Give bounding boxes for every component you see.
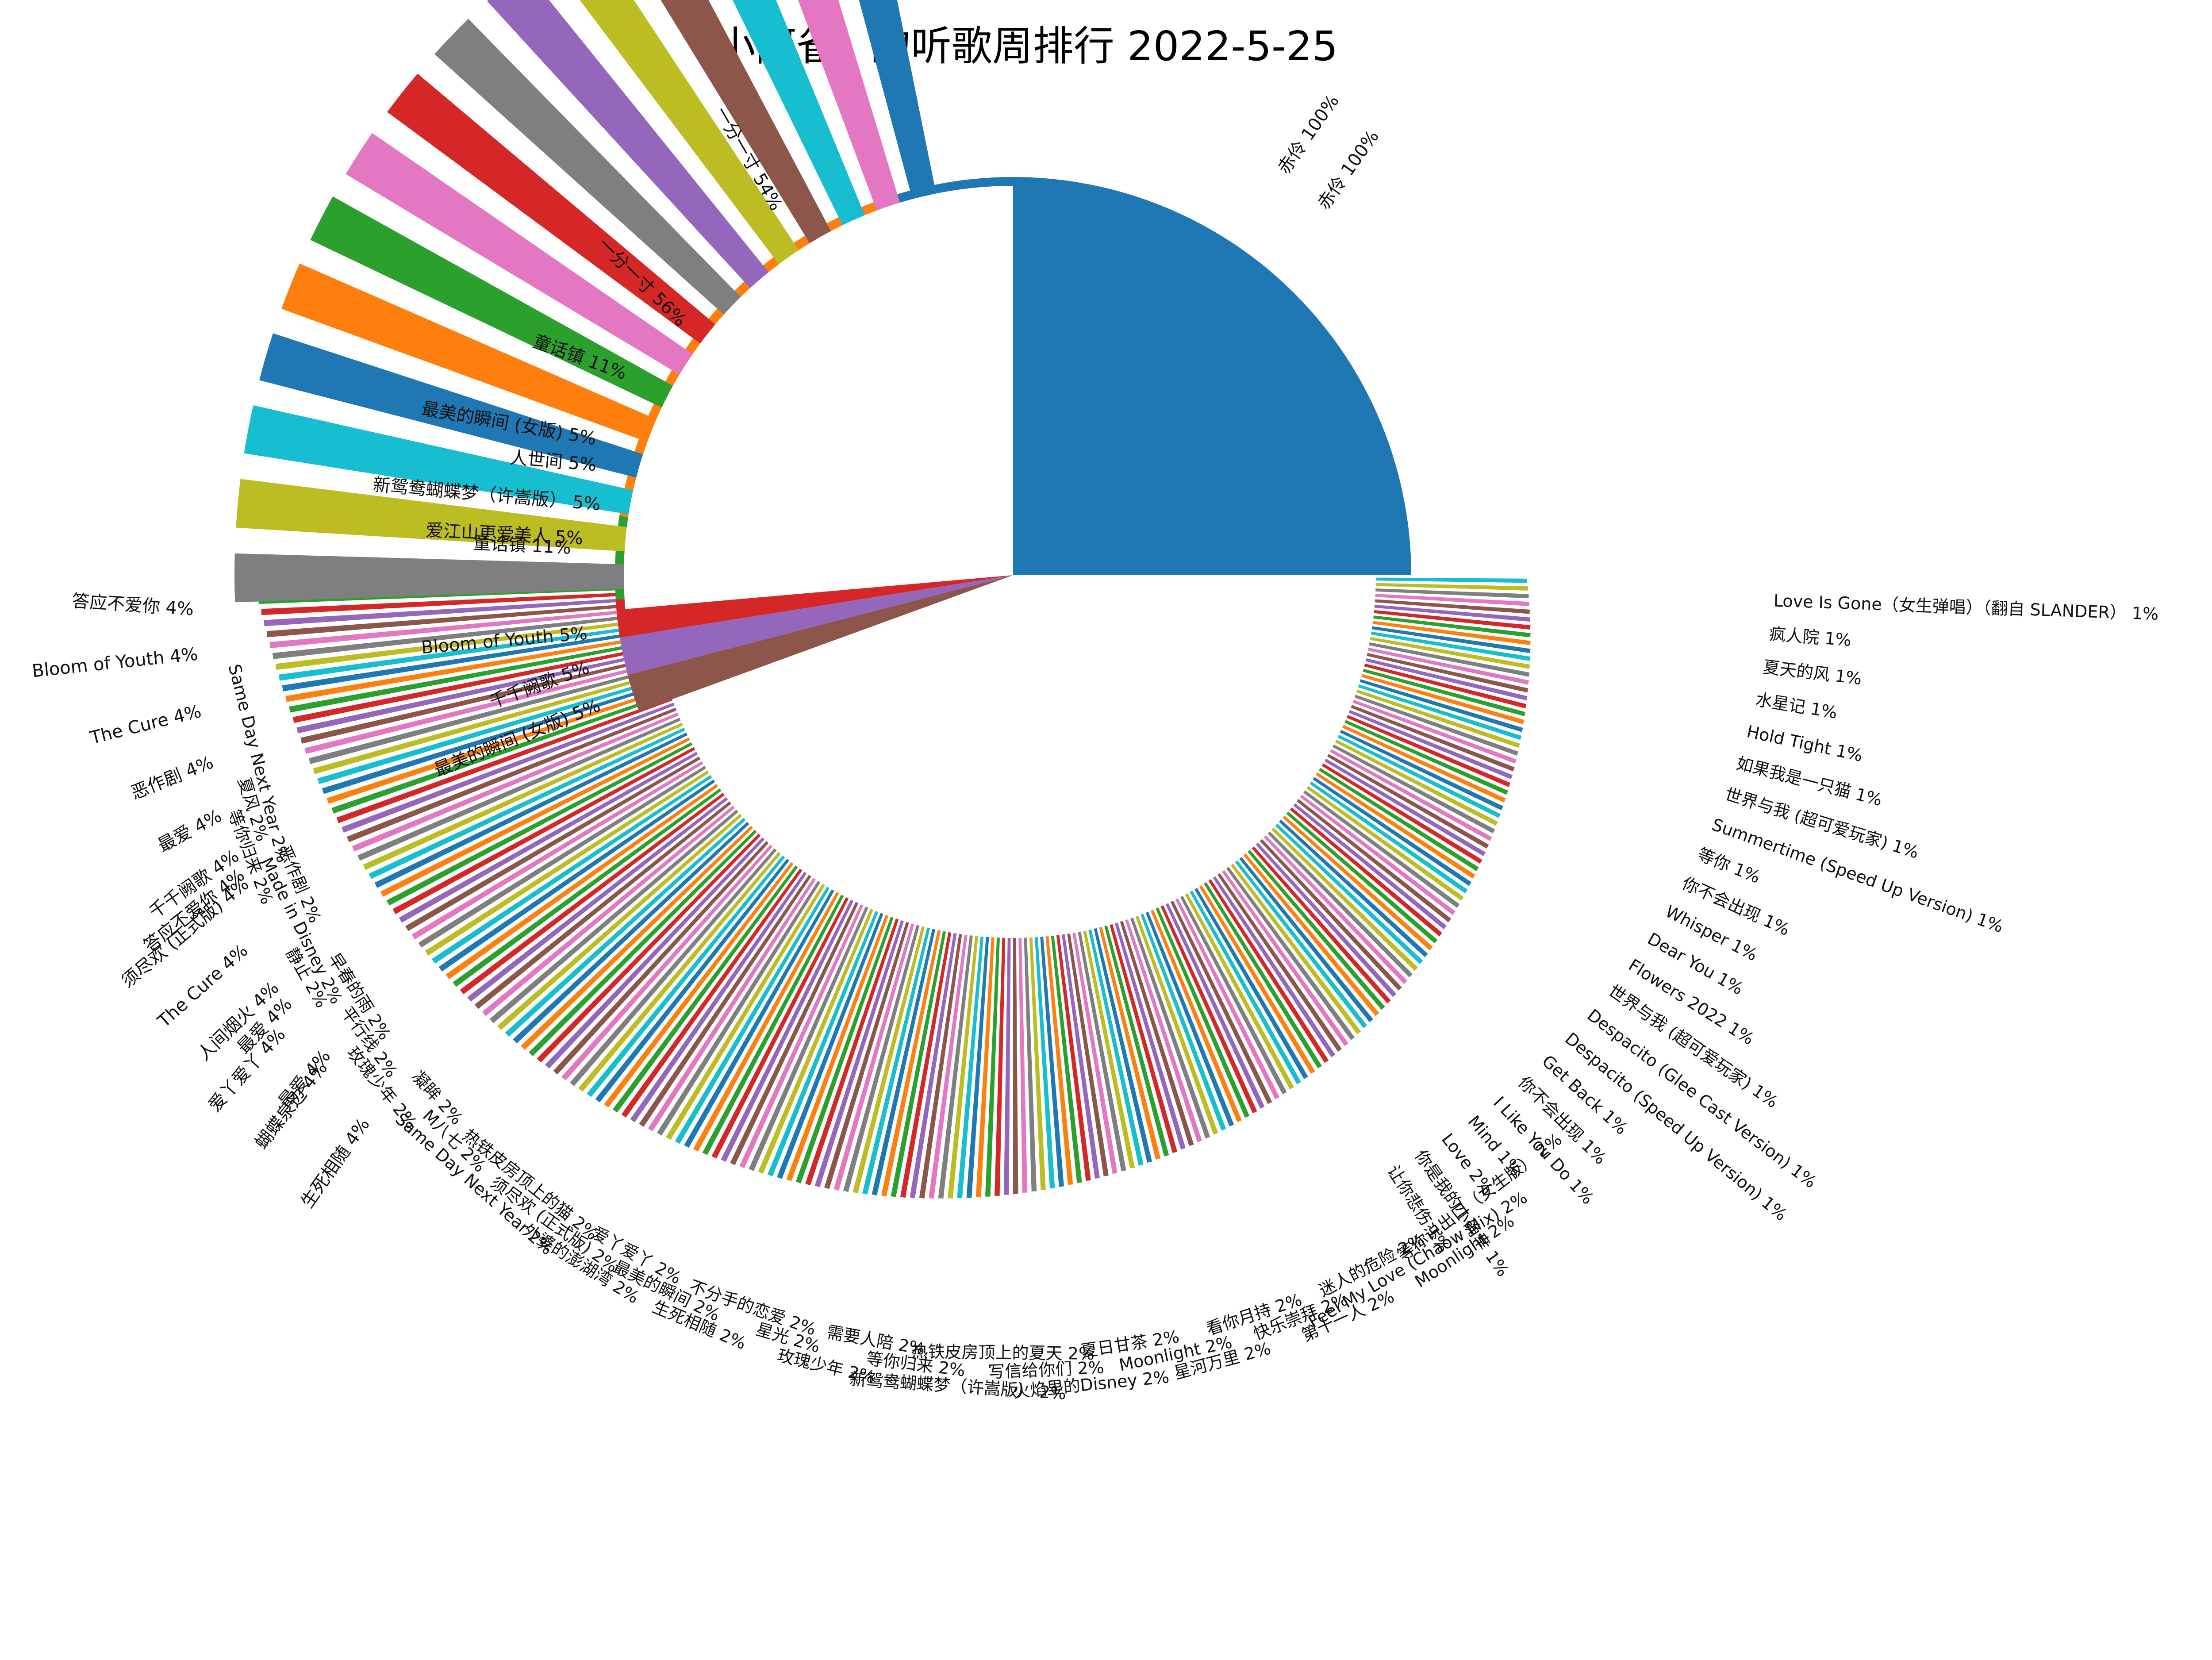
left-label: 蝴蝶泉边 4% xyxy=(251,1058,332,1153)
left-center-mask xyxy=(623,186,1013,609)
top-label: 赤伶 100% xyxy=(1274,91,1343,178)
fan-label-right: Hold Tight 1% xyxy=(1745,722,1864,765)
left-wedge xyxy=(234,553,1013,603)
left-label: The Cure 4% xyxy=(88,701,203,749)
top-wedge xyxy=(627,575,1013,711)
top-wedge xyxy=(620,575,1013,675)
fan-label-right: 水星记 1% xyxy=(1754,690,1839,722)
left-label: 最爱 4% xyxy=(154,806,225,856)
fan-label-right: Despacito (Glee Cast Version) 1% xyxy=(1584,1005,1820,1192)
fan-label: 热铁皮房顶上的夏天 2% xyxy=(911,1342,1094,1364)
left-label: 生死相随 4% xyxy=(297,1114,374,1212)
left-label: Bloom of Youth 4% xyxy=(31,644,199,681)
left-label: 恶作剧 4% xyxy=(128,752,216,803)
fan-label-right: 夏天的风 1% xyxy=(1762,657,1863,688)
fan-center-mask xyxy=(650,575,1376,938)
top-wedge xyxy=(615,575,1013,638)
fan-label-right: 世界与我 (超可爱玩家) 1% xyxy=(1723,784,1921,862)
fan-label-right: Get Back 1% xyxy=(1538,1051,1631,1138)
fan-label-right: 疯人院 1% xyxy=(1768,624,1852,650)
fan-label-right: Love Is Gone（女生弹唱）（翻自 SLANDER） 1% xyxy=(1773,591,2159,624)
fan-label-right: 等你 1% xyxy=(1695,844,1763,887)
left-label: 答应不爱你 4% xyxy=(71,591,195,619)
top-label: 赤伶 100% xyxy=(1314,127,1383,213)
fan-label: 写信给你们 2% xyxy=(988,1358,1105,1382)
